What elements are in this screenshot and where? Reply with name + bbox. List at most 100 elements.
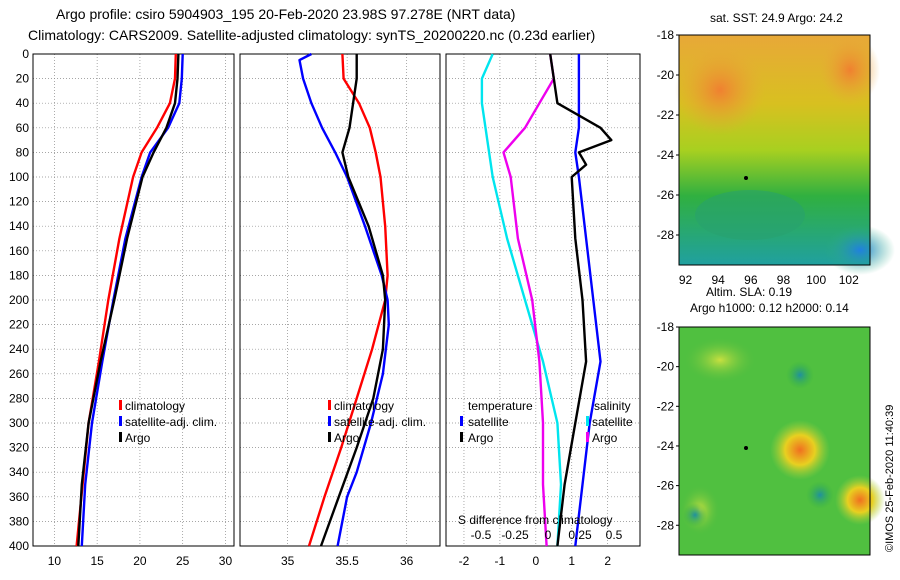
sst-y-tick-label: -20 xyxy=(657,68,675,82)
sst-x-tick-label: 94 xyxy=(711,273,725,287)
legend-swatch xyxy=(119,432,122,442)
x-tick-label: 20 xyxy=(133,554,147,568)
sla-warm-region-2 xyxy=(835,475,885,525)
sla-warm-region xyxy=(770,420,830,480)
y-tick-label: 280 xyxy=(9,391,29,405)
y-tick-label: 220 xyxy=(9,318,29,332)
sla-map-title-2: Argo h1000: 0.12 h2000: 0.14 xyxy=(690,301,849,315)
sst-x-tick-label: 96 xyxy=(744,273,758,287)
argo-location-marker xyxy=(744,176,748,180)
x-tick-label: 36 xyxy=(400,554,414,568)
sst-warm-region xyxy=(675,45,765,135)
x-tick-label: 35 xyxy=(281,554,295,568)
bottom-tick-label: -0.25 xyxy=(501,528,529,542)
series-line-argo xyxy=(77,53,180,547)
y-tick-label: 260 xyxy=(9,367,29,381)
bottom-tick-label: 0 xyxy=(545,528,552,542)
footer-timestamp: ©IMOS 25-Feb-2020 11:40:39 xyxy=(884,405,896,552)
y-tick-label: 360 xyxy=(9,490,29,504)
x-tick-label: 25 xyxy=(176,554,190,568)
argo-location-marker-sla xyxy=(744,446,748,450)
x-tick-label: 30 xyxy=(219,554,233,568)
sla-map-frame xyxy=(678,326,871,556)
sst-cool-band xyxy=(695,190,805,240)
bottom-tick-label: 0.25 xyxy=(568,528,592,542)
legend-label: Argo xyxy=(334,431,360,445)
sst-x-tick-label: 100 xyxy=(806,273,826,287)
y-tick-label: 240 xyxy=(9,342,29,356)
series-line-s-argo xyxy=(549,53,613,547)
x-tick-label: -1 xyxy=(495,554,506,568)
legend-title-temperature: temperature xyxy=(468,399,533,413)
series-line-satellite-adj-clim- xyxy=(298,52,390,547)
y-tick-label: 0 xyxy=(22,47,29,61)
sla-cool-region-3 xyxy=(683,503,707,527)
legend-swatch xyxy=(460,432,463,442)
panel-frame xyxy=(239,53,441,547)
y-tick-label: 120 xyxy=(9,195,29,209)
bottom-tick-label: 0.5 xyxy=(606,528,623,542)
sla-light-region xyxy=(680,335,760,385)
series-line-t-satellite xyxy=(480,53,563,547)
x-tick-label: 35.5 xyxy=(335,554,359,568)
legend-swatch xyxy=(586,416,589,426)
y-tick-label: 300 xyxy=(9,416,29,430)
sst-map-frame xyxy=(678,34,871,266)
profile-panel-1: 10 15 20 25 30020406080100120140160180200220… xyxy=(9,47,235,568)
legend-swatch xyxy=(460,416,463,426)
title-line-2: Climatology: CARS2009. Satellite-adjuste… xyxy=(28,27,596,43)
sla-y-tick-label: -24 xyxy=(657,439,675,453)
series-line-satellite-adj-clim- xyxy=(80,53,184,547)
y-tick-label: 20 xyxy=(16,72,30,86)
legend-label: Argo xyxy=(125,431,151,445)
panel-frame xyxy=(445,53,641,547)
bottom-tick-label: -0.5 xyxy=(471,528,492,542)
sla-y-tick-label: -26 xyxy=(657,479,675,493)
sla-cool-region xyxy=(786,361,814,389)
sst-warm-region-2 xyxy=(820,35,880,105)
x-tick-label: 1 xyxy=(568,554,575,568)
sst-x-tick-label: 98 xyxy=(777,273,791,287)
x-tick-label: -2 xyxy=(459,554,470,568)
sla-y-tick-label: -28 xyxy=(657,518,675,532)
sla-cool-region-2 xyxy=(806,481,834,509)
legend-title-salinity: salinity xyxy=(594,399,631,413)
x-tick-label: 15 xyxy=(90,554,104,568)
legend-swatch xyxy=(328,432,331,442)
legend-swatch xyxy=(328,400,331,410)
profile-panel-2: 35 35.5 36 xyxy=(239,52,441,568)
sla-y-tick-label: -22 xyxy=(657,399,675,413)
y-tick-label: 380 xyxy=(9,514,29,528)
profile-panel-3: -2 -1 0 1 2 xyxy=(445,53,641,568)
legend-label: Argo xyxy=(592,431,618,445)
legend-swatch xyxy=(119,416,122,426)
legend-label: satellite xyxy=(592,415,633,429)
sla-y-tick-label: -18 xyxy=(657,320,675,334)
series-line-t-argo xyxy=(502,53,555,547)
sst-y-tick-label: -24 xyxy=(657,148,675,162)
legend-label: Argo xyxy=(468,431,494,445)
series-line-climatology xyxy=(307,53,389,547)
y-tick-label: 200 xyxy=(9,293,29,307)
series-line-argo xyxy=(319,54,387,547)
legend-swatch xyxy=(586,432,589,442)
y-tick-label: 320 xyxy=(9,441,29,455)
bottom-axis-title: S difference from climatology xyxy=(458,513,613,527)
x-tick-label: 0 xyxy=(532,554,539,568)
legend-label: climatology xyxy=(125,399,185,413)
sla-y-tick-label: -20 xyxy=(657,360,675,374)
y-tick-label: 400 xyxy=(9,539,29,553)
sst-x-tick-label: 102 xyxy=(839,273,859,287)
title-line-1: Argo profile: csiro 5904903_195 20-Feb-2… xyxy=(56,6,516,22)
difference-legend: temperature satellite Argo salinity satellit… xyxy=(458,399,633,542)
legend-swatch xyxy=(119,400,122,410)
sst-y-tick-label: -28 xyxy=(657,228,675,242)
legend-label: satellite-adj. clim. xyxy=(334,415,426,429)
sst-map-title: sat. SST: 24.9 Argo: 24.2 xyxy=(710,11,843,25)
sla-map-title-1: Altim. SLA: 0.19 xyxy=(706,285,792,299)
y-tick-label: 40 xyxy=(16,96,30,110)
y-tick-label: 160 xyxy=(9,244,29,258)
sst-y-tick-label: -18 xyxy=(657,28,675,42)
y-tick-label: 80 xyxy=(16,145,30,159)
